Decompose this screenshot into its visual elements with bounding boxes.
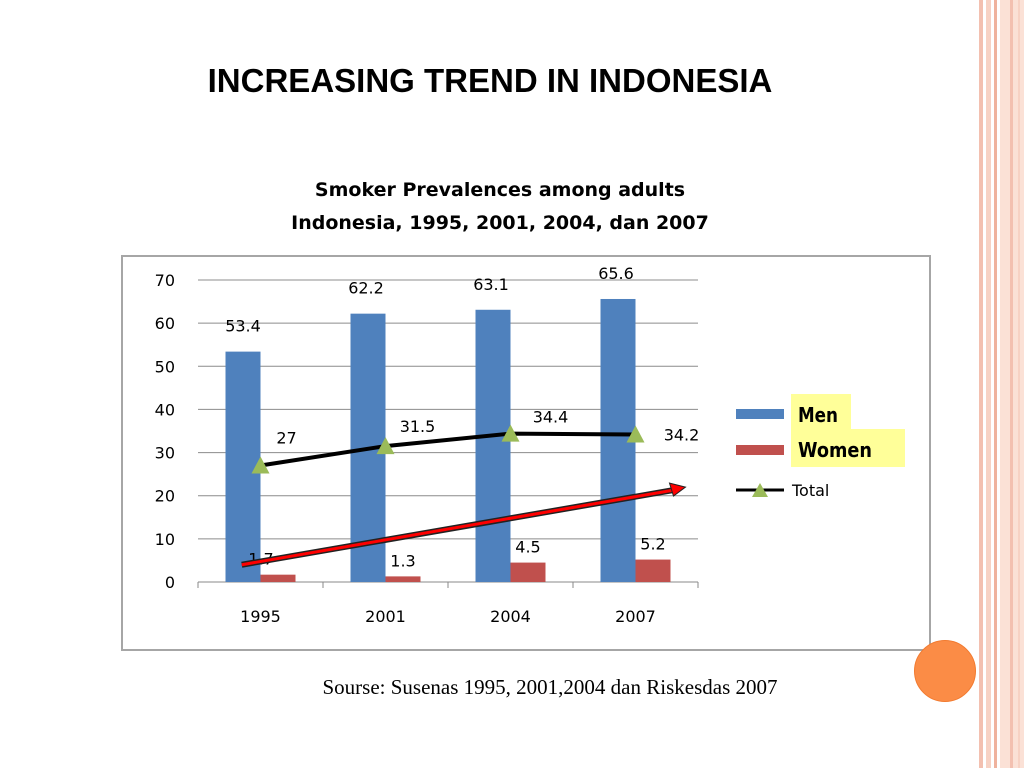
trend-arrow xyxy=(241,488,674,567)
chart-canvas: 010203040506070199520012004200753.41.762… xyxy=(155,264,905,626)
bar-men xyxy=(475,309,511,582)
x-tick-label: 1995 xyxy=(240,607,281,626)
y-tick-label: 50 xyxy=(155,357,175,376)
y-tick-label: 70 xyxy=(155,271,175,290)
chart-subtitle-line1: Smoker Prevalences among adults xyxy=(314,179,686,201)
y-tick-label: 20 xyxy=(155,487,175,506)
y-tick-label: 30 xyxy=(155,444,175,463)
chart-frame: 010203040506070199520012004200753.41.762… xyxy=(121,255,931,651)
slide-title: INCREASING TREND IN INDONESIA xyxy=(207,62,773,99)
legend-label-women: Women xyxy=(798,438,872,462)
bar-women xyxy=(260,574,296,582)
legend-label-total: Total xyxy=(791,481,829,500)
data-label-women: 4.5 xyxy=(515,538,540,557)
bar-women xyxy=(510,562,546,582)
data-label-total: 34.4 xyxy=(533,408,569,427)
x-tick-label: 2007 xyxy=(615,607,656,626)
data-label-total: 34.2 xyxy=(664,425,700,444)
total-series-line xyxy=(260,431,636,468)
legend-label-men: Men xyxy=(798,403,838,427)
data-label-men: 63.1 xyxy=(473,275,509,294)
chart-subtitle-line2: Indonesia, 1995, 2001, 2004, dan 2007 xyxy=(291,212,709,234)
data-label-men: 65.6 xyxy=(598,264,634,283)
data-label-men: 53.4 xyxy=(225,317,261,336)
total-marker xyxy=(626,425,645,443)
bar-women xyxy=(385,576,421,582)
total-marker xyxy=(251,456,270,474)
bar-women xyxy=(635,559,671,582)
legend-highlight-women xyxy=(791,429,905,467)
decor-stripe xyxy=(994,0,997,768)
decor-circle xyxy=(914,640,976,702)
data-label-total: 31.5 xyxy=(400,417,436,436)
source-caption: Sourse: Susenas 1995, 2001,2004 dan Risk… xyxy=(322,675,778,699)
decor-stripe xyxy=(1018,0,1020,768)
data-label-women: 5.2 xyxy=(640,535,665,554)
legend-highlight-men xyxy=(791,394,851,430)
legend-swatch-men xyxy=(736,409,784,419)
decor-stripe xyxy=(979,0,983,768)
data-label-men: 62.2 xyxy=(348,279,384,298)
data-label-women: 1.3 xyxy=(390,551,415,570)
x-tick-label: 2004 xyxy=(490,607,531,626)
y-tick-label: 40 xyxy=(155,400,175,419)
y-tick-label: 10 xyxy=(155,530,175,549)
legend-swatch-total-marker xyxy=(752,483,768,497)
y-tick-label: 60 xyxy=(155,314,175,333)
y-tick-label: 0 xyxy=(165,573,175,592)
trend-arrow-head xyxy=(668,482,687,497)
x-tick-label: 2001 xyxy=(365,607,406,626)
total-marker xyxy=(376,437,395,455)
total-marker xyxy=(501,424,520,442)
decor-stripe xyxy=(986,0,991,768)
data-label-total: 27 xyxy=(276,429,296,448)
bar-men xyxy=(225,351,261,582)
legend-swatch-women xyxy=(736,445,784,455)
decor-stripe xyxy=(1010,0,1013,768)
